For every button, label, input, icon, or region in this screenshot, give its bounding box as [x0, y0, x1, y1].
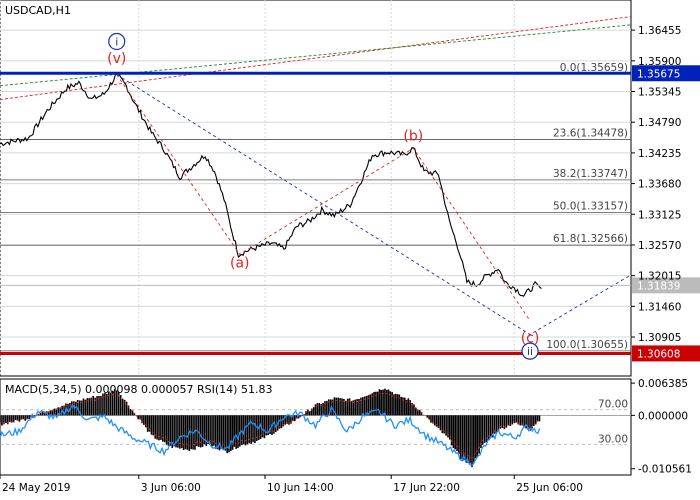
fib-level-label: 100.0(1.30655): [546, 339, 628, 351]
price-panel[interactable]: 0.0(1.35659) 23.6(1.34478) 38.2(1.33747) 50…: [0, 0, 700, 377]
wave-label: (v): [107, 51, 126, 67]
wave-label: i: [115, 35, 118, 48]
y-tick-label: 1.30905: [638, 332, 681, 344]
rsi-level-label: 30.00: [598, 433, 628, 445]
price-tag-label: 1.35675: [637, 68, 680, 80]
indicator-panel[interactable]: 70.00 30.00 MACD(5,34,5) 0.000098 0.00005…: [0, 378, 632, 476]
y-tick-label: 1.33680: [638, 179, 681, 191]
indicator-axis[interactable]: 0.006385 0.000000 -0.010561: [631, 378, 692, 476]
trend-lines: [0, 16, 632, 100]
time-axis[interactable]: 24 May 2019 3 Jun 06:00 10 Jun 14:00 17 Jun…: [0, 475, 583, 494]
y-tick-label: 0.006385: [638, 378, 688, 390]
y-tick-label: 1.34235: [638, 148, 681, 160]
wave-label-circle: [521, 342, 539, 360]
price-grid: [0, 0, 631, 376]
fibonacci-levels: 0.0(1.35659) 23.6(1.34478) 38.2(1.33747) 50…: [0, 62, 631, 352]
wave-lines: [116, 74, 632, 336]
price-tag-label: 1.31839: [637, 280, 680, 292]
wave-label: (b): [403, 128, 423, 144]
wave-line: [116, 74, 531, 321]
trend-line: [0, 16, 632, 100]
macd-signal-line: [0, 392, 540, 461]
wave-label-circle: [108, 32, 126, 51]
x-tick-label: 25 Jun 06:00: [516, 482, 583, 494]
trend-line: [0, 24, 632, 87]
y-tick-label: 0.000000: [638, 410, 688, 422]
x-tick-label: 3 Jun 06:00: [141, 482, 201, 494]
rsi-line: [0, 403, 541, 467]
price-tag: [632, 65, 700, 82]
price-axis[interactable]: 1.36455 1.35900 1.35345 1.34790 1.34235 1.336…: [631, 25, 681, 344]
fib-level-label: 23.6(1.34478): [553, 127, 628, 139]
y-tick-label: -0.010561: [638, 464, 692, 476]
price-tag: [632, 345, 700, 362]
indicator-label: MACD(5,34,5) 0.000098 0.000057 RSI(14) 5…: [5, 383, 272, 396]
fib-level-label: 50.0(1.33157): [553, 200, 628, 212]
x-tick-label: 17 Jun 22:00: [393, 482, 460, 494]
price-line: [0, 71, 542, 297]
y-tick-label: 1.34790: [638, 117, 681, 129]
y-tick-label: 1.36455: [638, 25, 681, 37]
price-tag-label: 1.30608: [637, 348, 680, 360]
fib-level-label: 0.0(1.35659): [560, 62, 628, 74]
wave-line: [116, 74, 632, 336]
price-series: [0, 71, 542, 297]
y-tick-label: 1.32015: [638, 271, 681, 283]
wave-label: ii: [527, 345, 533, 358]
price-tag: [632, 277, 700, 294]
y-tick-label: 1.35345: [638, 87, 681, 99]
rsi-level-label: 70.00: [598, 399, 628, 411]
x-tick-label: 24 May 2019: [2, 482, 70, 494]
fib-level-label: 38.2(1.33747): [553, 168, 628, 180]
wave-label: (c): [521, 330, 540, 346]
y-tick-label: 1.35900: [638, 56, 681, 68]
macd-signal-line: [0, 392, 540, 461]
y-tick-label: 1.32570: [638, 240, 681, 252]
wave-labels: i (v) (a) (b) (c)ii: [107, 32, 540, 360]
rsi-path: [0, 403, 541, 467]
symbol-title: USDCAD,H1: [5, 4, 71, 17]
y-tick-label: 1.31460: [638, 301, 681, 313]
fib-level-label: 61.8(1.32566): [553, 233, 628, 245]
wave-label: (a): [230, 256, 250, 272]
x-tick-label: 10 Jun 14:00: [267, 482, 334, 494]
y-tick-label: 1.33125: [638, 209, 681, 221]
